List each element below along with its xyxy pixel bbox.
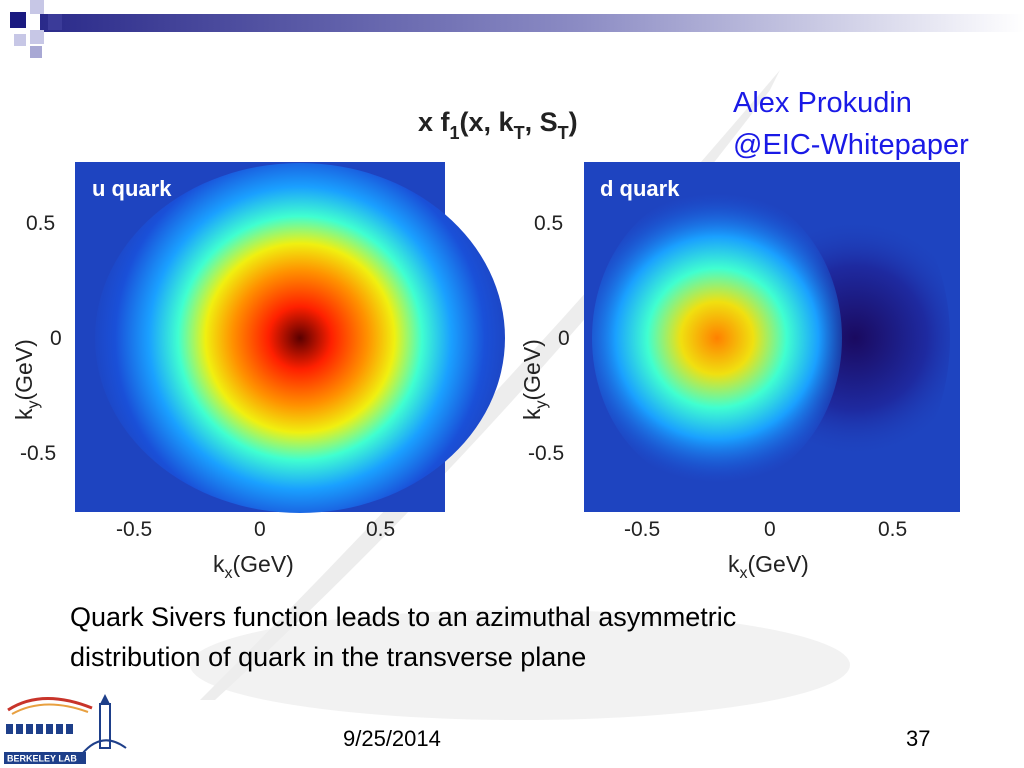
u-ytick-0: 0.5: [26, 212, 55, 235]
author-affiliation: @EIC-Whitepaper: [733, 129, 969, 161]
u-xlabel: kx(GeV): [213, 551, 294, 582]
d-xlabel: kx(GeV): [728, 551, 809, 582]
slide-caption: Quark Sivers function leads to an azimut…: [70, 597, 970, 677]
top-decoration-bar: [10, 0, 1024, 58]
u-quark-peak: [95, 163, 505, 513]
u-quark-panel: u quark: [75, 162, 505, 513]
u-ytick-1: 0: [50, 327, 62, 350]
u-xtick-1: 0: [254, 518, 266, 541]
u-xtick-2: 0.5: [366, 518, 395, 541]
d-quark-label: d quark: [600, 176, 680, 201]
d-ytick-2: -0.5: [528, 442, 564, 465]
d-xtick-1: 0: [764, 518, 776, 541]
u-xtick-0: -0.5: [116, 518, 152, 541]
u-axes: 0.5 0 -0.5 -0.5 0 0.5 kx(GeV) ky(GeV): [11, 212, 395, 582]
logo-text: BERKELEY LAB: [7, 754, 77, 764]
figure: x f1(x, kT, ST) u quark d quark 0.5 0 -0…: [11, 107, 960, 582]
footer-page-number: 37: [906, 726, 931, 751]
d-axes: 0.5 0 -0.5 -0.5 0 0.5 kx(GeV) ky(GeV): [519, 212, 907, 582]
figure-title: x f1(x, kT, ST): [418, 107, 578, 143]
d-ytick-1: 0: [558, 327, 570, 350]
d-ylabel: ky(GeV): [519, 339, 550, 420]
d-xtick-0: -0.5: [624, 518, 660, 541]
caption-line-1: Quark Sivers function leads to an azimut…: [70, 602, 737, 632]
d-xtick-2: 0.5: [878, 518, 907, 541]
footer-date: 9/25/2014: [343, 726, 441, 751]
d-ytick-0: 0.5: [534, 212, 563, 235]
d-quark-panel: d quark: [584, 162, 960, 512]
u-ytick-2: -0.5: [20, 442, 56, 465]
u-ylabel: ky(GeV): [11, 339, 42, 420]
caption-line-2: distribution of quark in the transverse …: [70, 642, 587, 672]
u-quark-label: u quark: [92, 176, 172, 201]
author-name: Alex Prokudin: [733, 87, 912, 119]
d-quark-peak: [592, 188, 842, 488]
berkeley-lab-logo: BERKELEY LAB: [4, 694, 127, 764]
